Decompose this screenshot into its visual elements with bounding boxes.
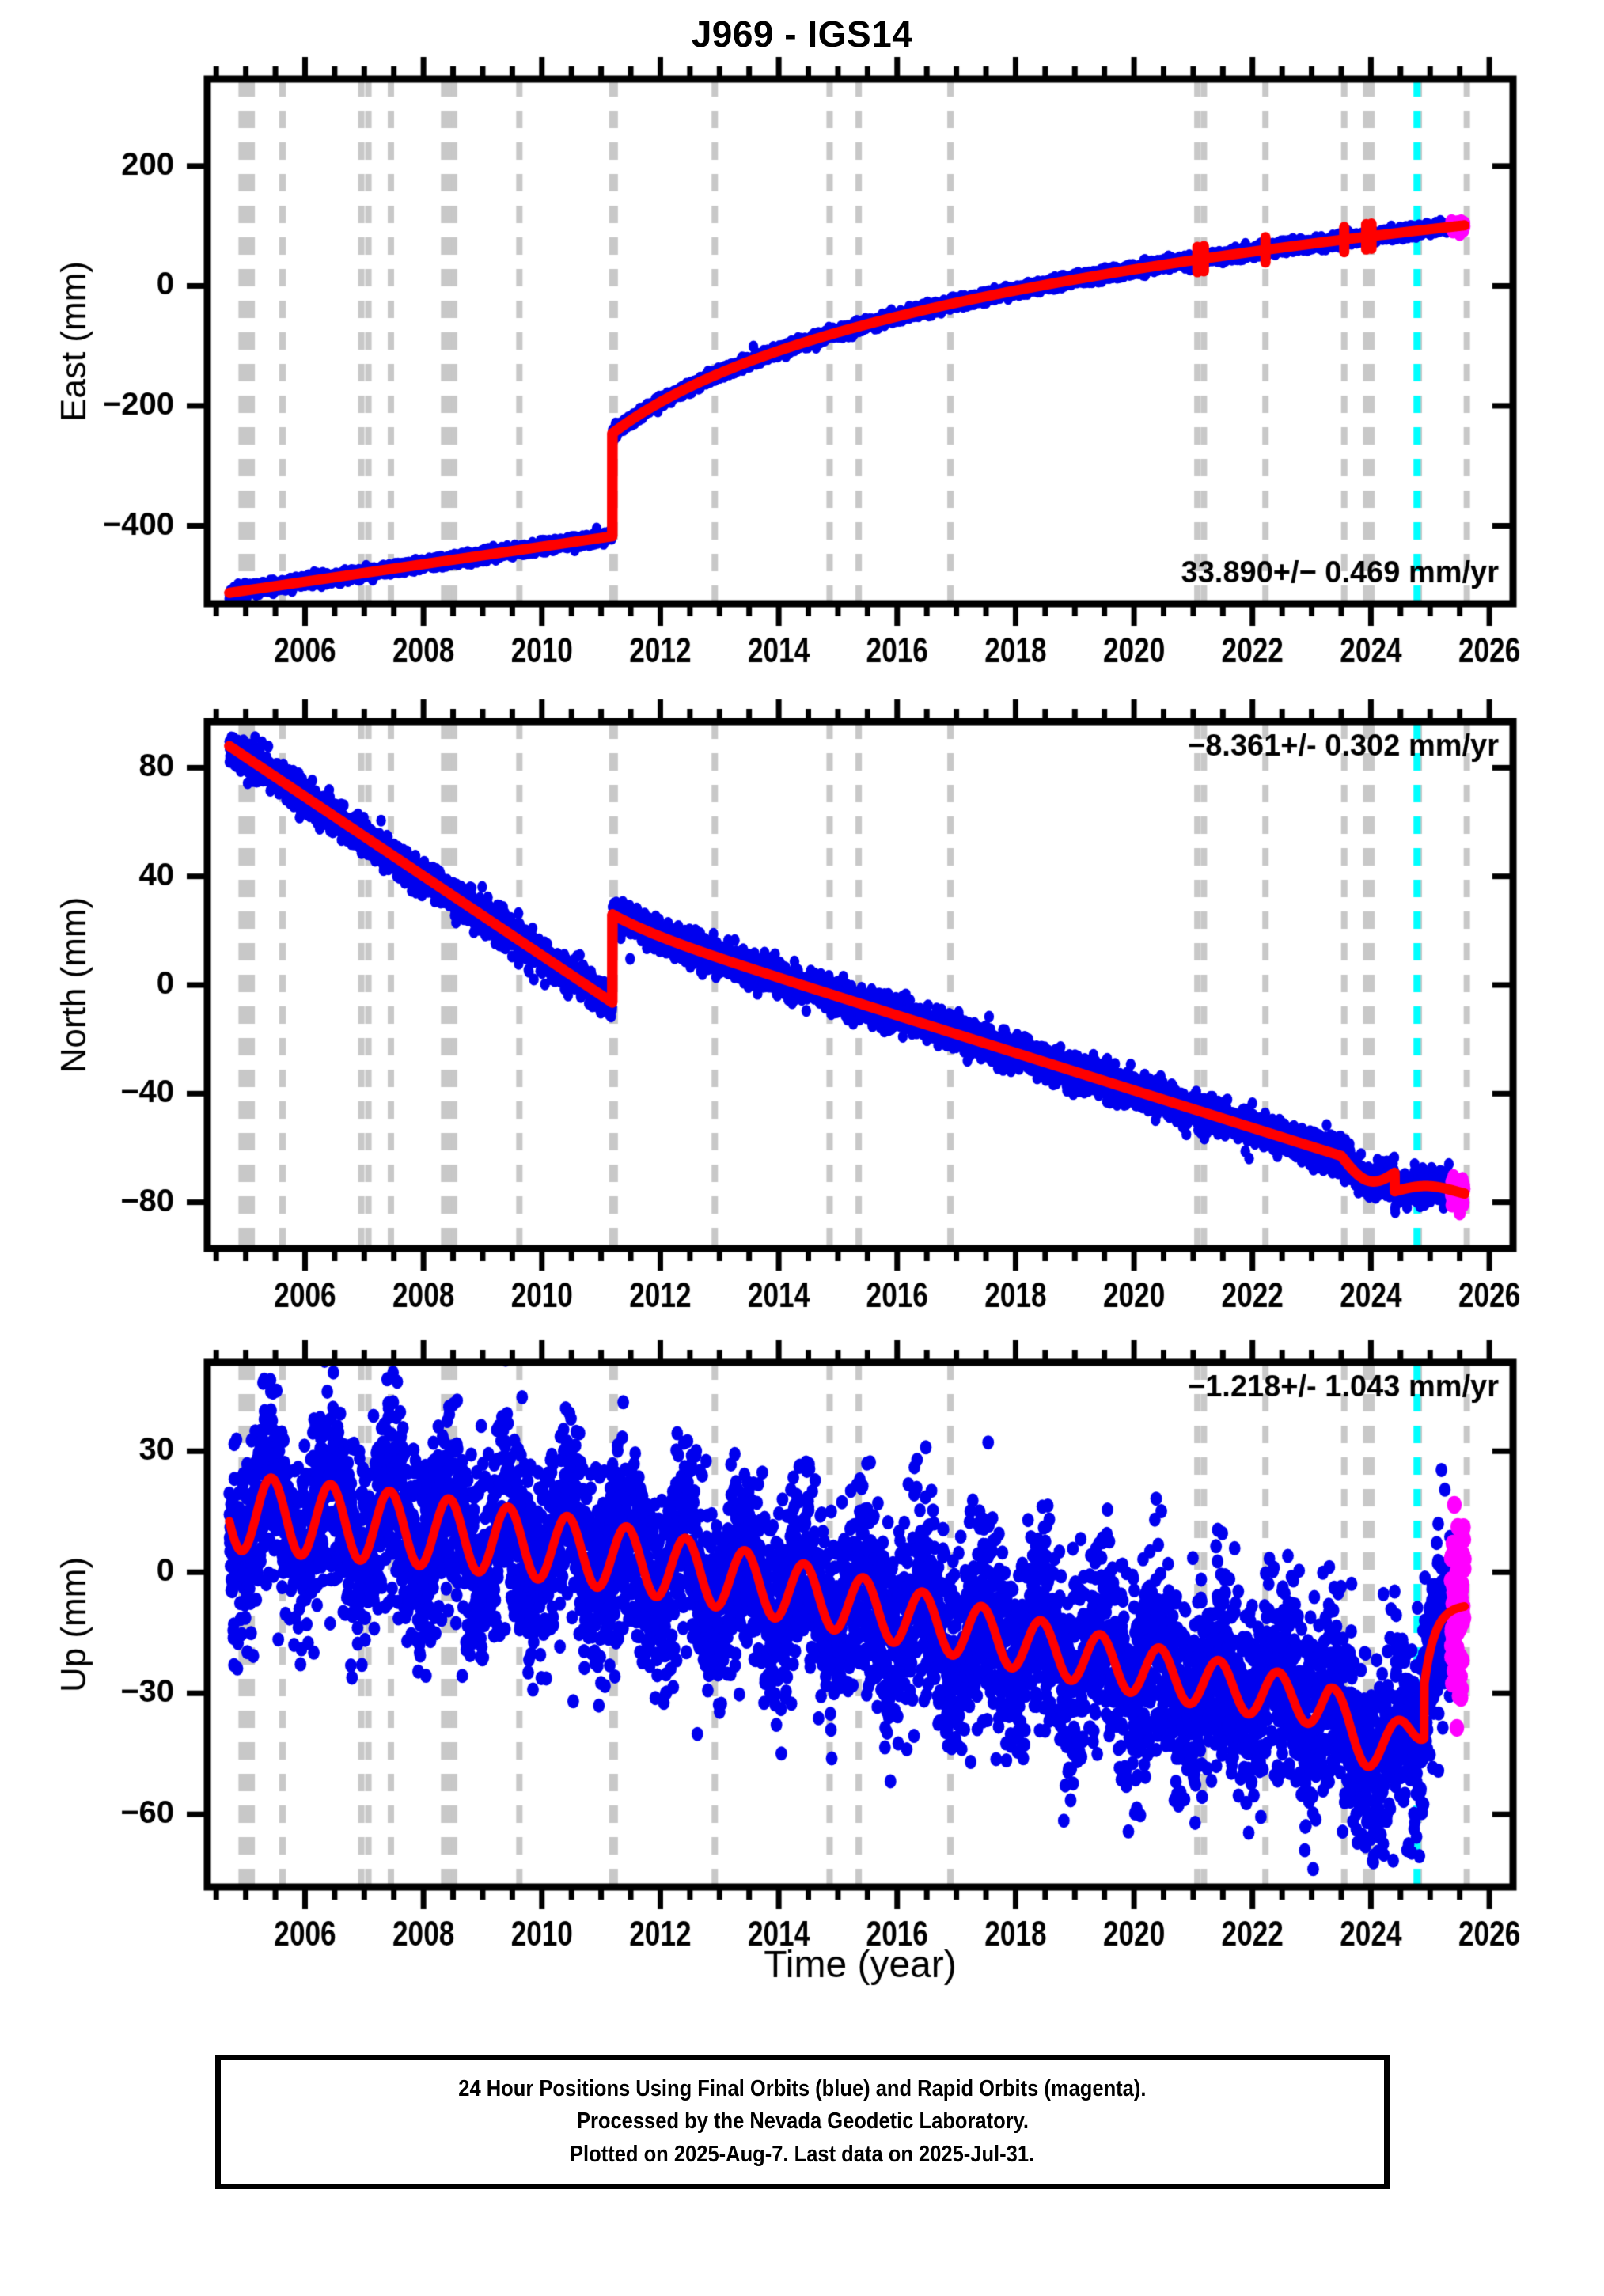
caption-line-processor: Processed by the Nevada Geodetic Laborat… xyxy=(576,2108,1029,2135)
figure-caption-box: 24 Hour Positions Using Final Orbits (bl… xyxy=(215,2055,1390,2189)
caption-line-orbits: 24 Hour Positions Using Final Orbits (bl… xyxy=(458,2076,1147,2102)
caption-line-dates: Plotted on 2025-Aug-7. Last data on 2025… xyxy=(570,2141,1035,2167)
